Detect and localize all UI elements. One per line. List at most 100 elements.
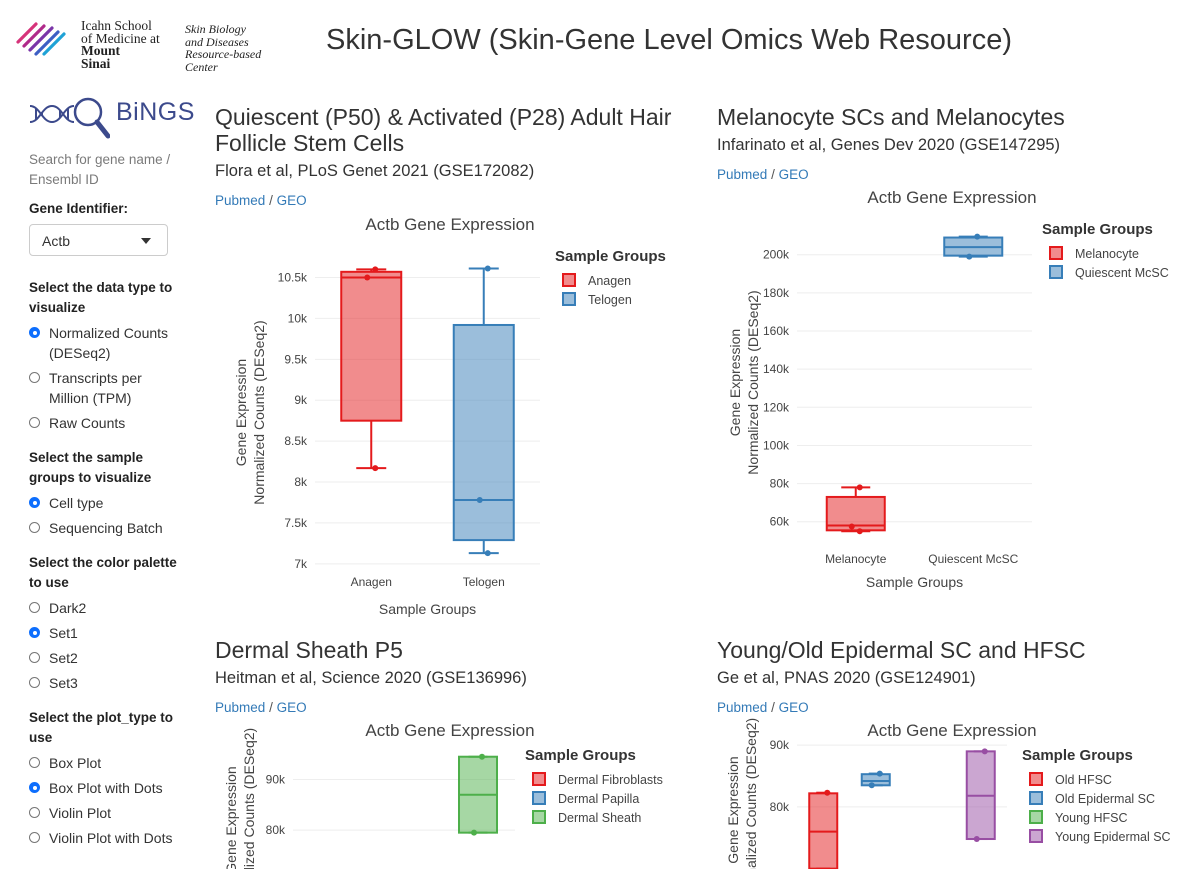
radio-icon [29, 782, 40, 793]
geo-link[interactable]: GEO [778, 700, 809, 715]
y-tick-label: 160k [763, 324, 790, 338]
geo-link[interactable]: GEO [778, 167, 809, 182]
legend-swatch [1029, 810, 1043, 824]
legend-label: Quiescent McSC [1075, 266, 1169, 280]
plottype-label: Select the plot_type to use [29, 710, 174, 745]
data-point [848, 523, 855, 530]
y-tick-label: 80k [770, 477, 790, 491]
panel-links: Pubmed / GEO [215, 193, 685, 208]
radio-dark2[interactable]: Dark2 [29, 598, 179, 618]
data-point [471, 829, 477, 836]
legend-swatch [532, 791, 546, 805]
y-tick-label: 90k [266, 773, 286, 787]
radio-box-plot[interactable]: Box Plot [29, 753, 179, 773]
bings-logo[interactable]: BiNGS [28, 92, 198, 142]
gene-identifier-select[interactable]: Actb [29, 224, 168, 256]
expression-plot-melanocyte[interactable]: Actb Gene Expression 60k 80k 100k 120k 140k 16… [717, 183, 1197, 593]
radio-tpm[interactable]: Transcripts per Million (TPM) [29, 368, 179, 408]
legend-title: Sample Groups [1022, 747, 1133, 764]
radio-sequencing-batch[interactable]: Sequencing Batch [29, 518, 179, 538]
pubmed-link[interactable]: Pubmed [717, 700, 768, 715]
link-separator: / [771, 167, 775, 182]
box-body [340, 270, 403, 422]
palette-label: Select the color palette to use [29, 555, 177, 590]
y-tick-label: 7.5k [284, 516, 308, 530]
pubmed-link[interactable]: Pubmed [215, 193, 266, 208]
data-point [476, 497, 483, 504]
y-tick-label: 80k [770, 800, 790, 814]
chart-title: Actb Gene Expression [867, 721, 1036, 740]
pubmed-link[interactable]: Pubmed [717, 167, 768, 182]
legend-label: Melanocyte [1075, 247, 1139, 261]
sinai-logo-icon [16, 22, 66, 56]
radio-set2[interactable]: Set2 [29, 648, 179, 668]
legend-label: Dermal Papilla [558, 792, 639, 806]
legend-swatch [1029, 829, 1043, 843]
data-point [966, 253, 973, 260]
radio-box-plot-dots[interactable]: Box Plot with Dots [29, 778, 179, 798]
dna-magnifier-icon [29, 97, 110, 139]
radio-icon [29, 417, 40, 428]
data-point [856, 484, 863, 491]
data-point [484, 265, 491, 272]
radio-raw-counts[interactable]: Raw Counts [29, 413, 179, 433]
radio-cell-type[interactable]: Cell type [29, 493, 179, 513]
chart-title: Actb Gene Expression [867, 188, 1036, 207]
radio-icon [29, 602, 40, 613]
y-tick-label: 60k [770, 515, 790, 529]
data-point [981, 748, 988, 755]
center-name: Skin Biology and Diseases Resource-based… [185, 22, 262, 74]
expression-plot-dermal-sheath[interactable]: Actb Gene Expression70k80k90kGene Expres… [215, 716, 695, 869]
link-separator: / [771, 700, 775, 715]
expression-plot-hfsc[interactable]: Actb Gene Expression 7k 7.5k 8k 8.5k 9k 9.5k 10… [215, 210, 695, 620]
legend-label: Dermal Fibroblasts [558, 773, 663, 787]
data-point [876, 770, 883, 777]
x-axis-title: Sample Groups [379, 601, 476, 617]
panel-title: Young/Old Epidermal SC and HFSC [717, 637, 1086, 663]
link-separator: / [269, 700, 273, 715]
x-tick-label: Melanocyte [825, 552, 887, 566]
panel-title: Melanocyte SCs and Melanocytes [717, 104, 1065, 130]
legend-swatch [562, 292, 576, 306]
radio-set3[interactable]: Set3 [29, 673, 179, 693]
data-point [824, 789, 831, 796]
y-axis-label: Normalized Counts (DESeq2) [251, 320, 267, 504]
geo-link[interactable]: GEO [276, 193, 307, 208]
groups-label: Select the sample groups to visualize [29, 450, 152, 485]
y-tick-label: 9.5k [284, 352, 308, 366]
chart-title: Actb Gene Expression [365, 721, 534, 740]
panel-citation: Flora et al, PLoS Genet 2021 (GSE172082) [215, 162, 535, 180]
legend-swatch [562, 273, 576, 287]
y-tick-label: 140k [763, 362, 790, 376]
legend-swatch [1049, 246, 1063, 260]
x-axis-title: Sample Groups [866, 574, 963, 590]
panel-epidermal: Young/Old Epidermal SC and HFSC Ge et al… [717, 637, 1197, 715]
radio-violin-plot[interactable]: Violin Plot [29, 803, 179, 823]
radio-icon [29, 522, 40, 533]
gene-search-hint: Search for gene name / Ensembl ID [29, 152, 171, 187]
y-tick-label: 10k [288, 311, 308, 325]
y-axis-label: Gene Expression [233, 359, 249, 466]
box-body [452, 323, 515, 542]
y-axis-label: Normalized Counts (DESeq2) [241, 728, 257, 869]
panel-links: Pubmed / GEO [215, 700, 685, 715]
panel-dermal-sheath: Dermal Sheath P5 Heitman et al, Science … [215, 637, 685, 715]
y-axis-label: Gene Expression [725, 756, 741, 863]
pubmed-link[interactable]: Pubmed [215, 700, 266, 715]
gene-identifier-value: Actb [42, 233, 71, 249]
legend-swatch [532, 772, 546, 786]
geo-link[interactable]: GEO [276, 700, 307, 715]
y-tick-label: 200k [763, 248, 790, 262]
expression-plot-epidermal[interactable]: Actb Gene Expression 80k 90k Gene Expressio… [717, 716, 1203, 869]
radio-violin-plot-dots[interactable]: Violin Plot with Dots [29, 828, 179, 848]
panel-title: Quiescent (P50) & Activated (P28) Adult … [215, 104, 672, 156]
radio-normalized-counts[interactable]: Normalized Counts (DESeq2) [29, 323, 179, 363]
data-point [868, 782, 875, 789]
radio-icon [29, 372, 40, 383]
legend-swatch [1049, 265, 1063, 279]
legend-title: Sample Groups [525, 747, 636, 764]
sinai-logo[interactable]: Icahn School of Medicine at Mount Sinai … [14, 14, 264, 76]
y-tick-label: 10.5k [278, 271, 308, 285]
radio-set1[interactable]: Set1 [29, 623, 179, 643]
gene-identifier-label: Gene Identifier: [29, 201, 129, 216]
